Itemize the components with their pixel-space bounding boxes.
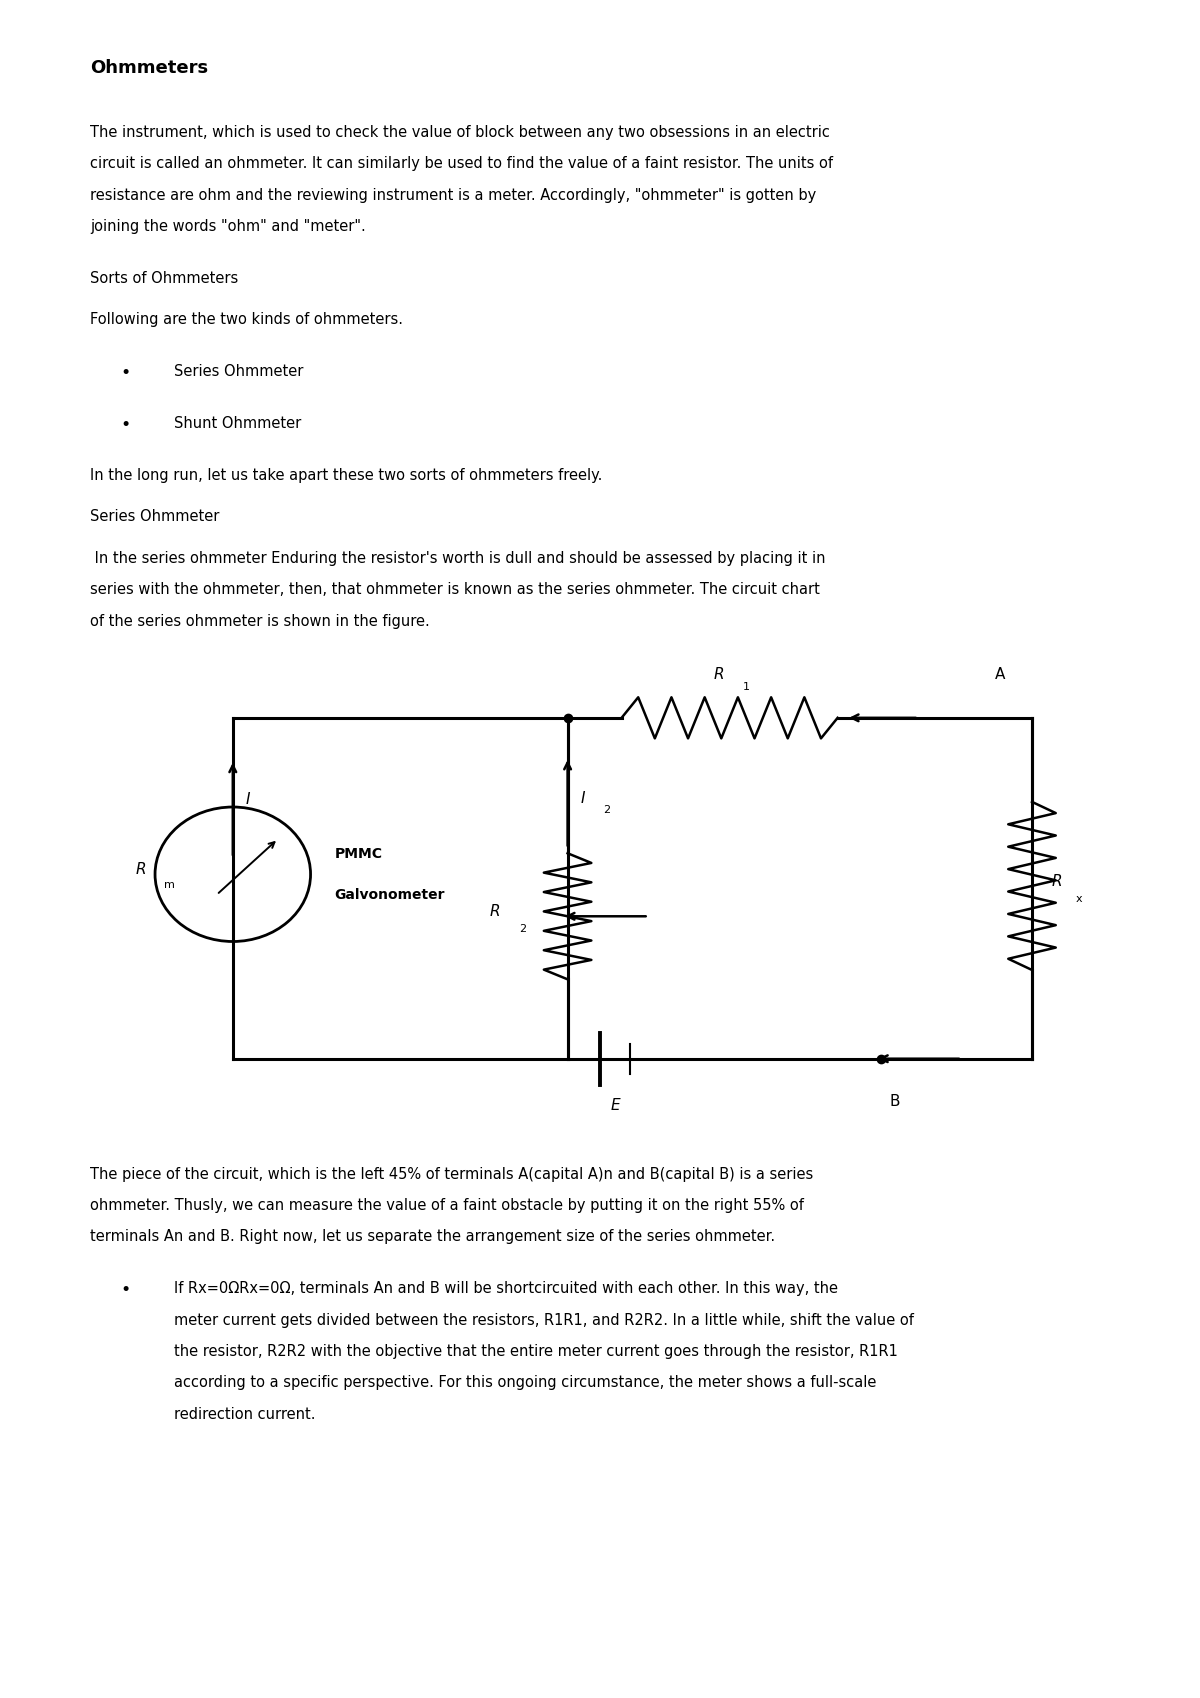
Text: 1: 1 (743, 681, 750, 691)
Text: I: I (581, 791, 586, 805)
Text: •: • (120, 363, 131, 382)
Text: meter current gets divided between the resistors, R1R1, and R2R2. In a little wh: meter current gets divided between the r… (174, 1313, 914, 1328)
Text: R: R (714, 667, 724, 683)
Text: according to a specific perspective. For this ongoing circumstance, the meter sh: according to a specific perspective. For… (174, 1375, 876, 1391)
Text: of the series ohmmeter is shown in the figure.: of the series ohmmeter is shown in the f… (90, 613, 430, 628)
Text: A: A (995, 667, 1004, 683)
Text: Sorts of Ohmmeters: Sorts of Ohmmeters (90, 270, 239, 285)
Text: The instrument, which is used to check the value of block between any two obsess: The instrument, which is used to check t… (90, 126, 830, 139)
Text: •: • (120, 416, 131, 435)
Text: R: R (136, 863, 146, 878)
Text: resistance are ohm and the reviewing instrument is a meter. Accordingly, "ohmmet: resistance are ohm and the reviewing ins… (90, 188, 816, 202)
Text: Ohmmeters: Ohmmeters (90, 59, 208, 78)
Text: m: m (163, 881, 174, 890)
Text: B: B (889, 1094, 900, 1109)
Text: •: • (120, 1280, 131, 1299)
Text: The piece of the circuit, which is the left 45% of terminals A(capital A)n and B: The piece of the circuit, which is the l… (90, 1167, 814, 1182)
Text: 2: 2 (520, 924, 526, 934)
Text: x: x (1075, 895, 1082, 903)
Text: R: R (1051, 874, 1062, 888)
Text: Series Ohmmeter: Series Ohmmeter (90, 509, 220, 525)
Text: I: I (246, 791, 251, 807)
Text: joining the words "ohm" and "meter".: joining the words "ohm" and "meter". (90, 219, 366, 234)
Text: R: R (490, 903, 500, 919)
Text: In the series ohmmeter Enduring the resistor's worth is dull and should be asses: In the series ohmmeter Enduring the resi… (90, 550, 826, 565)
Text: In the long run, let us take apart these two sorts of ohmmeters freely.: In the long run, let us take apart these… (90, 467, 602, 482)
Text: If Rx=0ΩRx=0Ω, terminals An and B will be shortcircuited with each other. In thi: If Rx=0ΩRx=0Ω, terminals An and B will b… (174, 1280, 838, 1296)
Text: E: E (611, 1099, 620, 1112)
Text: terminals An and B. Right now, let us separate the arrangement size of the serie: terminals An and B. Right now, let us se… (90, 1229, 775, 1245)
Text: Series Ohmmeter: Series Ohmmeter (174, 363, 304, 379)
Text: PMMC: PMMC (335, 847, 383, 861)
Text: Following are the two kinds of ohmmeters.: Following are the two kinds of ohmmeters… (90, 312, 403, 328)
Text: circuit is called an ohmmeter. It can similarly be used to find the value of a f: circuit is called an ohmmeter. It can si… (90, 156, 833, 171)
Text: 2: 2 (604, 805, 611, 815)
Text: redirection current.: redirection current. (174, 1406, 316, 1421)
Text: the resistor, R2R2 with the objective that the entire meter current goes through: the resistor, R2R2 with the objective th… (174, 1343, 898, 1358)
Text: ohmmeter. Thusly, we can measure the value of a faint obstacle by putting it on : ohmmeter. Thusly, we can measure the val… (90, 1197, 804, 1212)
Text: series with the ohmmeter, then, that ohmmeter is known as the series ohmmeter. T: series with the ohmmeter, then, that ohm… (90, 582, 820, 598)
Text: Shunt Ohmmeter: Shunt Ohmmeter (174, 416, 301, 431)
Text: Galvonometer: Galvonometer (335, 888, 445, 902)
